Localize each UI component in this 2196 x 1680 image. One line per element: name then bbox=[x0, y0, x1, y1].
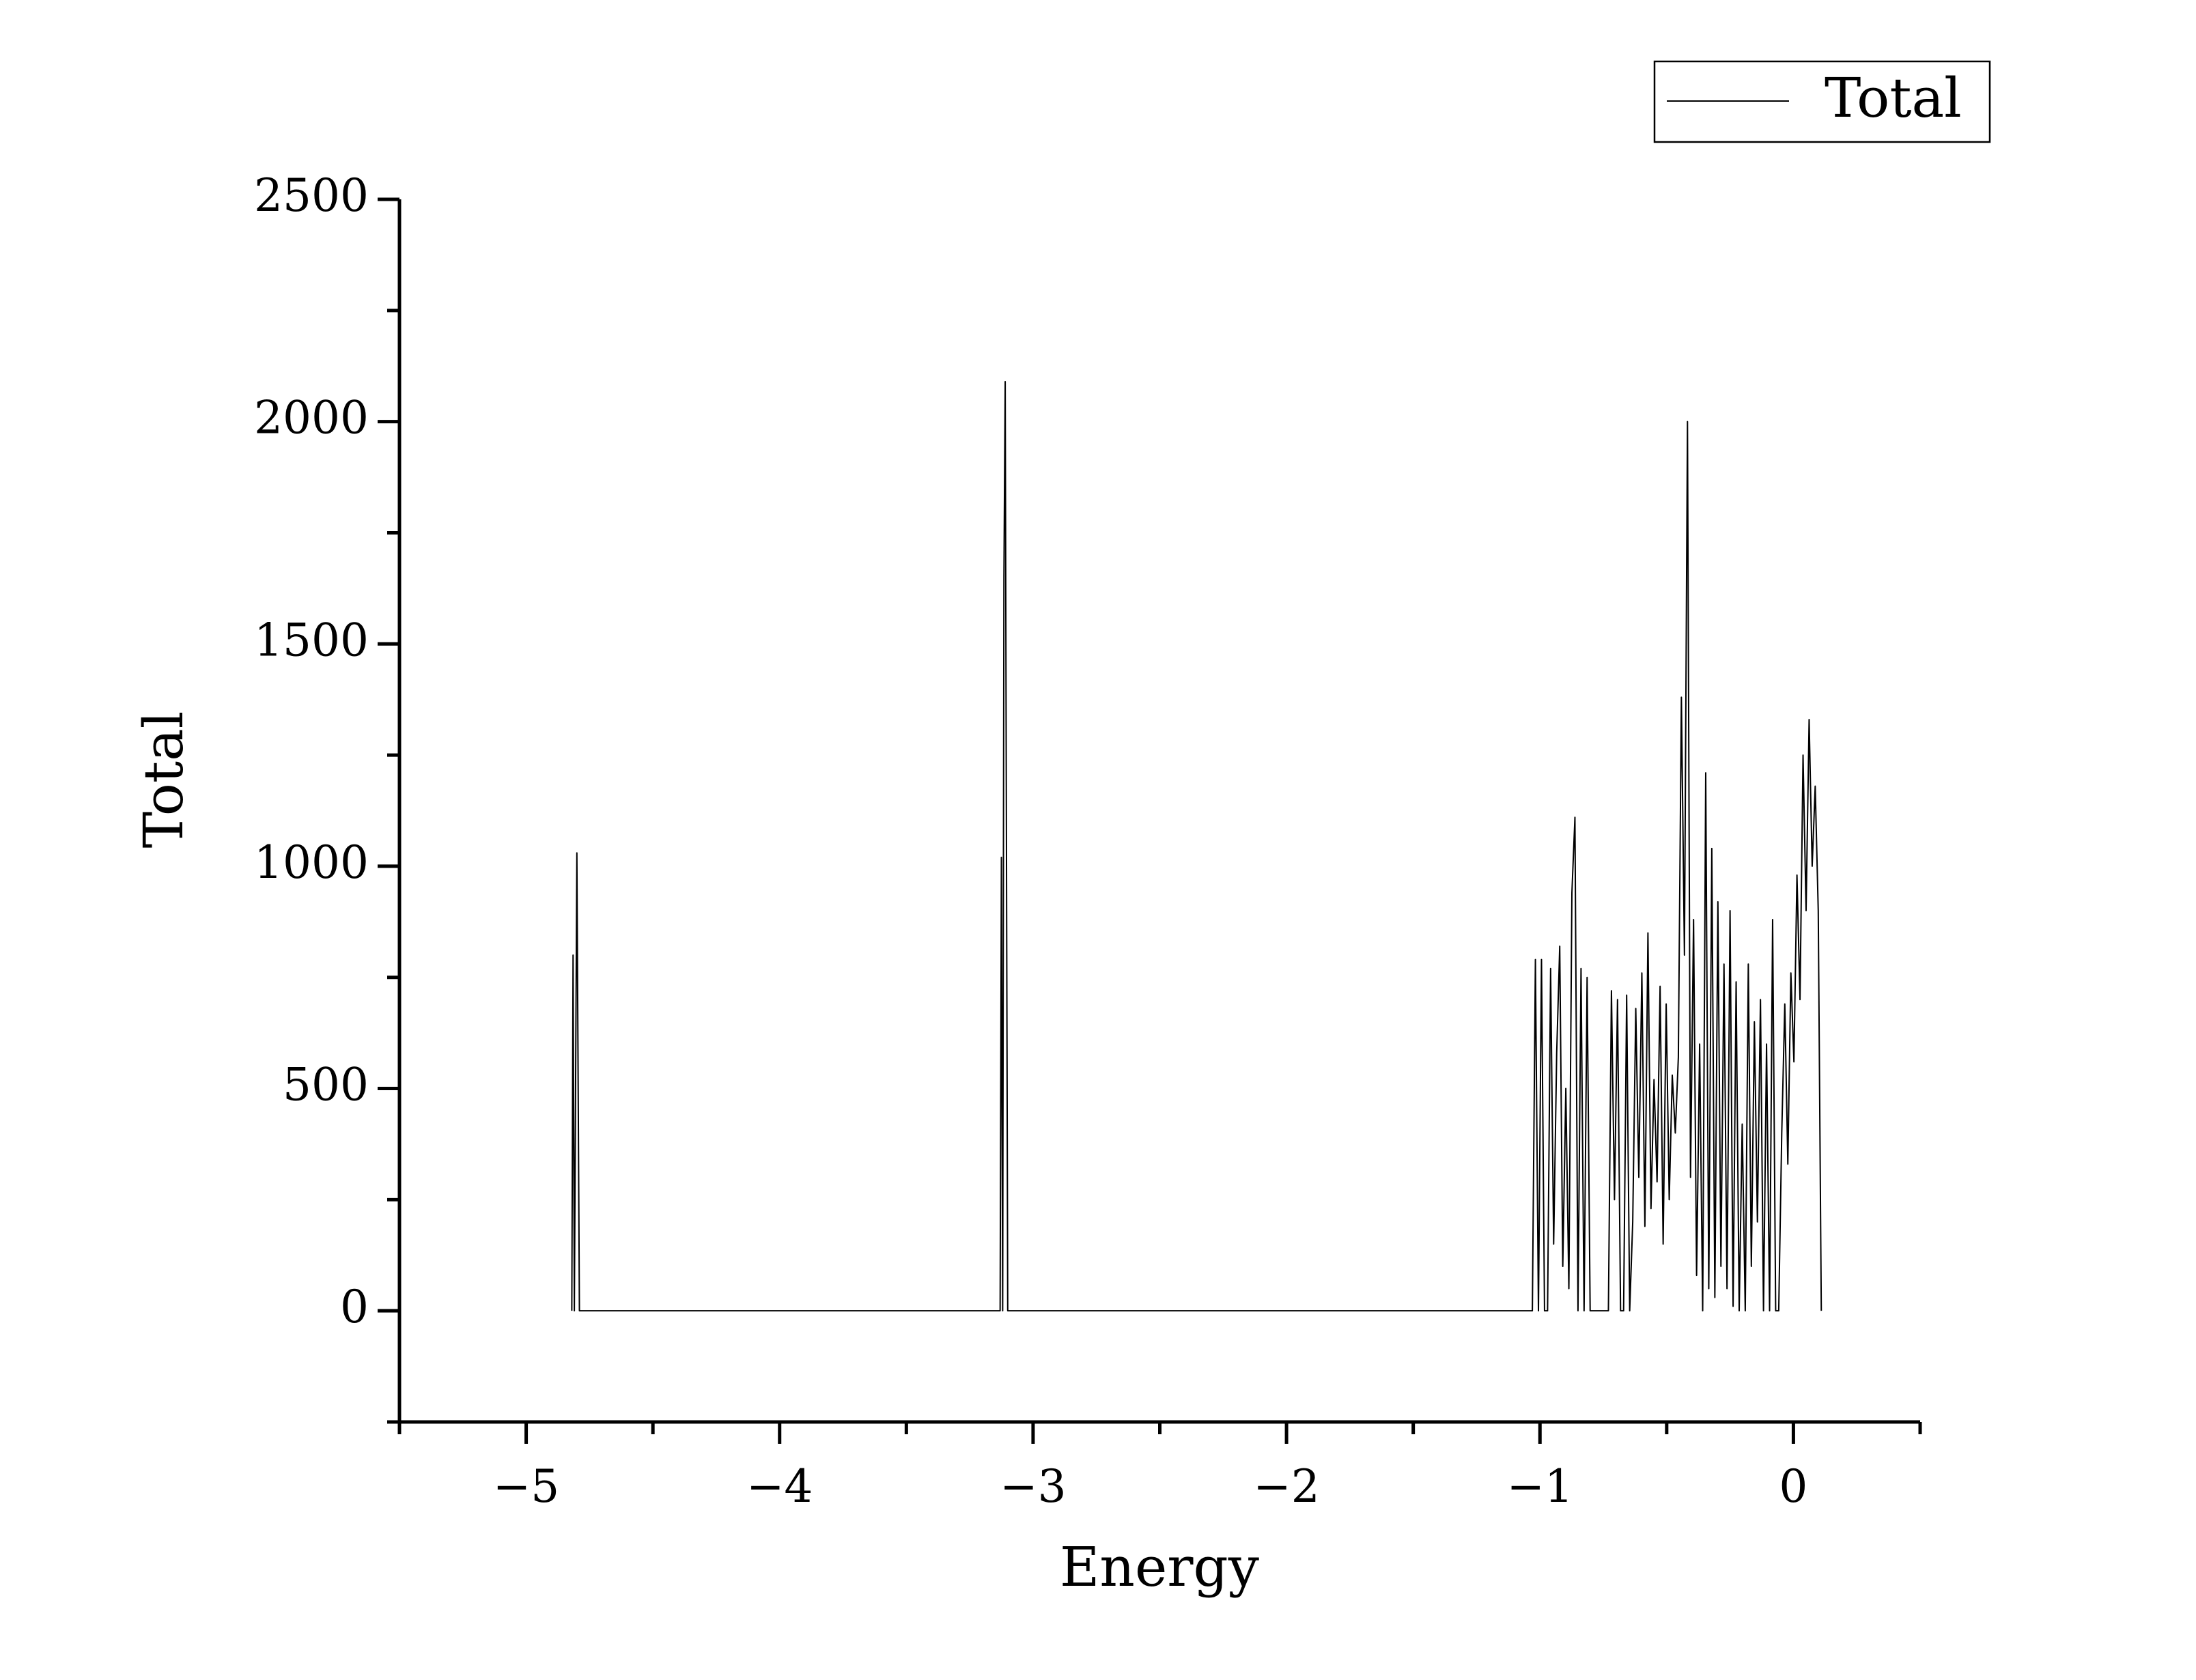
x-tick-label: −2 bbox=[1253, 1460, 1319, 1513]
y-axis-title: Total bbox=[132, 711, 195, 849]
x-tick-label: −5 bbox=[493, 1460, 559, 1513]
y-tick-label: 500 bbox=[283, 1059, 369, 1111]
y-tick-label: 0 bbox=[340, 1281, 369, 1333]
x-tick-label: −3 bbox=[1000, 1460, 1066, 1513]
legend-label: Total bbox=[1825, 66, 1962, 130]
x-tick-label: −1 bbox=[1507, 1460, 1573, 1513]
series-line bbox=[571, 381, 1822, 1312]
y-tick-label: 2500 bbox=[254, 169, 369, 222]
x-tick-label: −4 bbox=[746, 1460, 813, 1513]
y-tick-label: 1000 bbox=[254, 836, 369, 889]
y-tick-label: 2000 bbox=[254, 392, 369, 444]
y-tick-label: 1500 bbox=[254, 614, 369, 666]
x-axis-title: Energy bbox=[1060, 1535, 1259, 1599]
x-tick-label: 0 bbox=[1779, 1460, 1807, 1513]
